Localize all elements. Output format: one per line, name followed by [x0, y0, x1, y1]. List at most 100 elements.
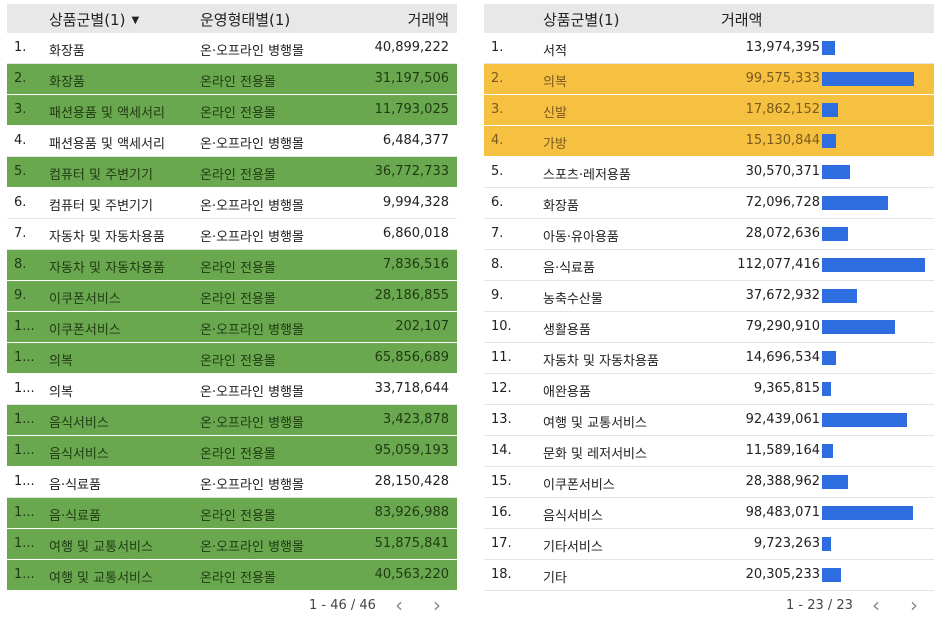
table-row[interactable]: 2. 화장품 온라인 전용몰 31,197,506	[7, 64, 457, 95]
table-row[interactable]: 13. 여행 및 교통서비스 92,439,061	[484, 405, 934, 436]
sort-desc-icon[interactable]: ▼	[131, 15, 140, 26]
table-row[interactable]: 1... 여행 및 교통서비스 온·오프라인 병행몰 51,875,841	[7, 529, 457, 560]
row-amount: 51,875,841	[374, 536, 449, 551]
row-index: 16.	[491, 505, 512, 520]
row-amount: 17,862,152	[745, 102, 820, 117]
row-amount: 95,059,193	[374, 443, 449, 458]
table-row[interactable]: 3. 신발 17,862,152	[484, 95, 934, 126]
row-bar	[822, 413, 907, 427]
table-row[interactable]: 6. 컴퓨터 및 주변기기 온·오프라인 병행몰 9,994,328	[7, 188, 457, 219]
table-row[interactable]: 1... 의복 온·오프라인 병행몰 33,718,644	[7, 374, 457, 405]
left-header-amount[interactable]: 거래액	[407, 11, 449, 29]
row-index: 14.	[491, 443, 512, 458]
row-amount: 28,388,962	[745, 474, 820, 489]
row-index: 1...	[14, 443, 35, 458]
row-amount: 28,150,428	[374, 474, 449, 489]
row-amount: 37,672,932	[745, 288, 820, 303]
table-row[interactable]: 2. 의복 99,575,333	[484, 64, 934, 95]
table-row[interactable]: 11. 자동차 및 자동차용품 14,696,534	[484, 343, 934, 374]
row-category: 문화 및 레저서비스	[543, 447, 647, 462]
row-type: 온라인 전용몰	[200, 106, 276, 121]
table-row[interactable]: 15. 이쿠폰서비스 28,388,962	[484, 467, 934, 498]
row-bar	[822, 196, 888, 210]
row-type: 온·오프라인 병행몰	[200, 323, 304, 338]
row-amount: 202,107	[395, 319, 449, 334]
row-category: 화장품	[49, 75, 85, 90]
row-category: 스포츠·레저용품	[543, 168, 631, 183]
row-type: 온라인 전용몰	[200, 354, 276, 369]
table-row[interactable]: 17. 기타서비스 9,723,263	[484, 529, 934, 560]
chevron-right-icon[interactable]: ›	[910, 593, 918, 617]
table-row[interactable]: 18. 기타 20,305,233	[484, 560, 934, 591]
table-row[interactable]: 5. 스포츠·레저용품 30,570,371	[484, 157, 934, 188]
table-row[interactable]: 16. 음식서비스 98,483,071	[484, 498, 934, 529]
row-category: 음·식료품	[543, 261, 595, 276]
table-row[interactable]: 1. 서적 13,974,395	[484, 33, 934, 64]
right-header-category[interactable]: 상품군별(1)	[543, 11, 620, 29]
row-category: 아동·유아용품	[543, 230, 619, 245]
right-header-amount[interactable]: 거래액	[721, 11, 763, 29]
row-index: 9.	[491, 288, 504, 303]
table-row[interactable]: 10. 생활용품 79,290,910	[484, 312, 934, 343]
row-amount: 92,439,061	[745, 412, 820, 427]
row-index: 1...	[14, 381, 35, 396]
row-index: 8.	[491, 257, 504, 272]
row-category: 의복	[49, 354, 73, 369]
table-row[interactable]: 1... 여행 및 교통서비스 온라인 전용몰 40,563,220	[7, 560, 457, 591]
row-category: 기타서비스	[543, 540, 603, 555]
table-row[interactable]: 1. 화장품 온·오프라인 병행몰 40,899,222	[7, 33, 457, 64]
table-row[interactable]: 5. 컴퓨터 및 주변기기 온라인 전용몰 36,772,733	[7, 157, 457, 188]
row-amount: 83,926,988	[374, 505, 449, 520]
row-type: 온·오프라인 병행몰	[200, 540, 304, 555]
table-row[interactable]: 1... 이쿠폰서비스 온·오프라인 병행몰 202,107	[7, 312, 457, 343]
table-row[interactable]: 1... 음식서비스 온·오프라인 병행몰 3,423,878	[7, 405, 457, 436]
left-header-type[interactable]: 운영형태별(1)	[200, 11, 291, 29]
row-category: 기타	[543, 571, 567, 586]
table-row[interactable]: 7. 아동·유아용품 28,072,636	[484, 219, 934, 250]
table-row[interactable]: 3. 패션용품 및 액세서리 온라인 전용몰 11,793,025	[7, 95, 457, 126]
row-index: 1...	[14, 350, 35, 365]
row-category: 농축수산물	[543, 292, 603, 307]
row-amount: 31,197,506	[374, 71, 449, 86]
left-table-body: 1. 화장품 온·오프라인 병행몰 40,899,222 2. 화장품 온라인 전용몰 31,…	[7, 33, 457, 591]
chevron-left-icon[interactable]: ‹	[395, 593, 403, 617]
table-row[interactable]: 4. 패션용품 및 액세서리 온·오프라인 병행몰 6,484,377	[7, 126, 457, 157]
table-row[interactable]: 12. 애완용품 9,365,815	[484, 374, 934, 405]
row-category: 애완용품	[543, 385, 591, 400]
row-category: 이쿠폰서비스	[49, 323, 121, 338]
row-category: 화장품	[49, 44, 85, 59]
table-row[interactable]: 9. 이쿠폰서비스 온라인 전용몰 28,186,855	[7, 281, 457, 312]
row-type: 온라인 전용몰	[200, 447, 276, 462]
row-bar	[822, 382, 831, 396]
row-index: 8.	[14, 257, 27, 272]
row-amount: 98,483,071	[745, 505, 820, 520]
row-type: 온·오프라인 병행몰	[200, 478, 304, 493]
table-row[interactable]: 14. 문화 및 레저서비스 11,589,164	[484, 436, 934, 467]
row-category: 음·식료품	[49, 478, 101, 493]
row-amount: 65,856,689	[374, 350, 449, 365]
left-pagination-text: 1 - 46 / 46	[309, 598, 376, 613]
row-amount: 20,305,233	[745, 567, 820, 582]
chevron-right-icon[interactable]: ›	[433, 593, 441, 617]
row-amount: 13,974,395	[745, 40, 820, 55]
table-row[interactable]: 1... 음·식료품 온·오프라인 병행몰 28,150,428	[7, 467, 457, 498]
right-table-header: 상품군별(1) 거래액	[484, 4, 934, 33]
row-amount: 15,130,844	[745, 133, 820, 148]
table-row[interactable]: 7. 자동차 및 자동차용품 온·오프라인 병행몰 6,860,018	[7, 219, 457, 250]
table-row[interactable]: 9. 농축수산물 37,672,932	[484, 281, 934, 312]
table-row[interactable]: 8. 자동차 및 자동차용품 온라인 전용몰 7,836,516	[7, 250, 457, 281]
table-row[interactable]: 1... 음식서비스 온라인 전용몰 95,059,193	[7, 436, 457, 467]
left-header-category[interactable]: 상품군별(1) ▼	[49, 11, 140, 29]
chevron-left-icon[interactable]: ‹	[872, 593, 880, 617]
right-table: 상품군별(1) 거래액 1. 서적 13,974,395 2. 의복 99,575,333…	[484, 4, 934, 591]
table-row[interactable]: 1... 음·식료품 온라인 전용몰 83,926,988	[7, 498, 457, 529]
row-index: 6.	[491, 195, 504, 210]
table-row[interactable]: 1... 의복 온라인 전용몰 65,856,689	[7, 343, 457, 374]
row-category: 의복	[543, 75, 567, 90]
row-amount: 7,836,516	[382, 257, 449, 272]
table-row[interactable]: 4. 가방 15,130,844	[484, 126, 934, 157]
row-index: 7.	[14, 226, 27, 241]
table-row[interactable]: 8. 음·식료품 112,077,416	[484, 250, 934, 281]
table-row[interactable]: 6. 화장품 72,096,728	[484, 188, 934, 219]
row-category: 화장품	[543, 199, 579, 214]
